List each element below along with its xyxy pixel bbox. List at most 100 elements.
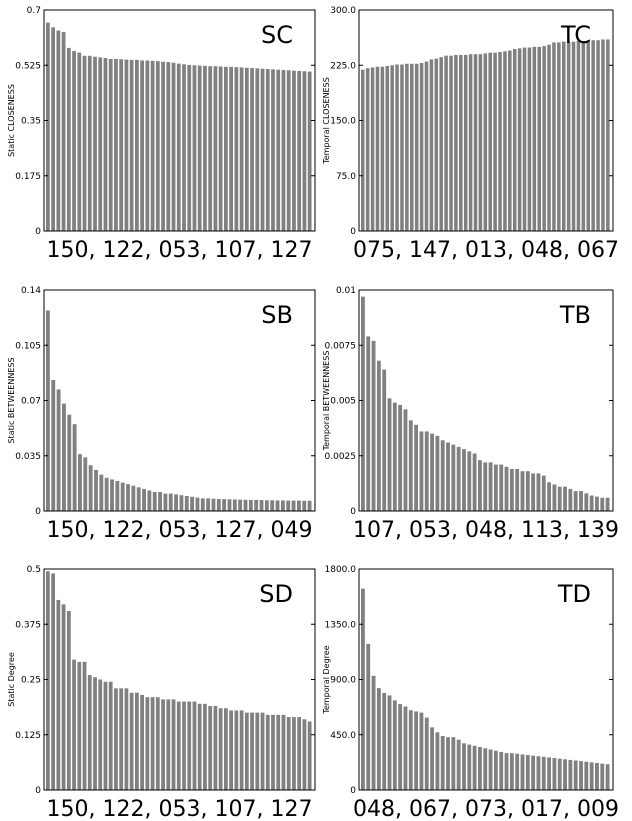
chart-sc-xlabel: 150, 122, 053, 107, 127 bbox=[47, 238, 313, 263]
chart-td-bar bbox=[557, 758, 562, 790]
chart-sb-bar bbox=[104, 477, 109, 511]
chart-sd-corner-label: SD bbox=[259, 580, 293, 608]
chart-tb-ylabel: Temporal BETWEENNESS bbox=[322, 351, 331, 452]
chart-td-bar bbox=[392, 700, 397, 790]
chart-sc-bar bbox=[197, 65, 202, 231]
chart-sd-bar bbox=[145, 697, 150, 790]
chart-sc-bar bbox=[119, 59, 124, 231]
chart-sd-bar bbox=[208, 706, 213, 790]
chart-td-bar bbox=[376, 688, 381, 790]
chart-td-bar bbox=[403, 706, 408, 790]
chart-sc-bar bbox=[77, 52, 82, 232]
chart-td-bar bbox=[424, 717, 429, 790]
chart-tb-ytick-label: 0.01 bbox=[336, 286, 356, 296]
chart-sc-bar bbox=[82, 55, 87, 231]
chart-sd-bar bbox=[292, 717, 296, 790]
chart-tc-bar bbox=[498, 51, 502, 231]
chart-tc-bar bbox=[542, 46, 546, 231]
chart-td-bar bbox=[509, 753, 514, 790]
chart-sc-bar bbox=[124, 59, 129, 231]
chart-sb-bar bbox=[99, 474, 104, 511]
chart-sc-bar bbox=[87, 55, 92, 231]
chart-sd-bar bbox=[124, 688, 129, 790]
chart-sc-bar bbox=[129, 59, 134, 231]
chart-tc-ytick-label: 300.0 bbox=[330, 6, 356, 16]
chart-sd-bar bbox=[255, 712, 260, 790]
chart-tb-corner-label: TB bbox=[559, 301, 591, 329]
chart-sd-bar bbox=[150, 697, 155, 790]
chart-sb-bar bbox=[174, 494, 178, 511]
chart-sc-bar bbox=[140, 60, 145, 232]
chart-sb-bar bbox=[131, 485, 136, 511]
chart-sd-ytick-label: 0.375 bbox=[15, 620, 41, 630]
chart-tb-bar bbox=[451, 444, 456, 511]
chart-sd-bar bbox=[297, 717, 302, 790]
chart-tc-bar bbox=[547, 44, 551, 232]
chart-td-bar bbox=[584, 761, 589, 790]
chart-sb-bar bbox=[264, 500, 269, 511]
chart-tb-bar bbox=[552, 484, 557, 511]
chart-sb-bar bbox=[216, 499, 221, 511]
chart-tc-bar bbox=[419, 63, 424, 231]
chart-sc-ytick-label: 0.525 bbox=[15, 61, 41, 71]
chart-td-bar bbox=[531, 755, 536, 790]
chart-tc-bar bbox=[601, 39, 605, 231]
chart-td-bar bbox=[456, 739, 461, 790]
chart-sc-bar bbox=[171, 62, 176, 231]
chart-sc-bar bbox=[297, 70, 302, 232]
chart-sb-bar bbox=[78, 454, 82, 511]
chart-sc-bar bbox=[244, 67, 249, 231]
chart-sd-bar bbox=[114, 688, 118, 790]
chart-td-bar bbox=[568, 759, 573, 790]
chart-tb-bar bbox=[573, 491, 578, 511]
chart-td-bar bbox=[446, 737, 450, 790]
chart-sd-bar bbox=[129, 692, 134, 790]
chart-sb-bar bbox=[275, 500, 280, 511]
chart-td-bar bbox=[467, 744, 472, 790]
chart-tc-bar bbox=[463, 54, 468, 231]
chart-sb-bar bbox=[222, 499, 227, 511]
chart-td-bar bbox=[366, 643, 371, 790]
chart-td-bar bbox=[472, 745, 477, 790]
chart-sd-bar bbox=[171, 699, 176, 790]
chart-tc-bar bbox=[390, 65, 394, 231]
chart-tb-bar bbox=[446, 442, 450, 511]
chart-td-bar bbox=[515, 753, 520, 790]
chart-tb-bar bbox=[600, 497, 605, 511]
chart-sb-bar bbox=[243, 499, 248, 511]
chart-sb-bar bbox=[152, 492, 157, 511]
chart-td-bar bbox=[605, 764, 610, 790]
chart-td-bar bbox=[493, 750, 498, 790]
chart-tc-ytick-label: 0 bbox=[350, 227, 356, 237]
chart-sd-bar bbox=[56, 599, 61, 790]
chart-sb-bar bbox=[88, 465, 93, 511]
chart-tc-bar bbox=[591, 40, 595, 232]
chart-tb-bar bbox=[387, 398, 392, 511]
chart-tb-bar bbox=[414, 424, 419, 511]
chart-sb-bar bbox=[83, 457, 88, 511]
chart-sc-bar bbox=[250, 68, 254, 231]
chart-sb-xlabel: 150, 122, 053, 127, 049 bbox=[47, 518, 313, 543]
chart-tc-bar bbox=[566, 41, 571, 232]
chart-sb-ytick-label: 0.105 bbox=[15, 341, 41, 351]
chart-tc-bar bbox=[405, 63, 409, 231]
chart-tb-bar bbox=[579, 491, 583, 511]
chart-td-bar bbox=[408, 710, 413, 790]
chart-td-bar bbox=[488, 749, 493, 790]
chart-sd-bar bbox=[286, 717, 291, 790]
chart-sb-bar bbox=[184, 496, 189, 511]
chart-sb-bar bbox=[270, 500, 275, 511]
chart-sb-bar bbox=[291, 500, 296, 511]
chart-sc-bar bbox=[203, 65, 207, 231]
chart-tc-bar bbox=[561, 41, 566, 232]
chart-sd-bar bbox=[72, 659, 76, 790]
chart-tc-bar bbox=[512, 49, 517, 231]
chart-sb-bar bbox=[147, 490, 152, 511]
chart-sd-bar bbox=[307, 721, 312, 790]
chart-sd-bar bbox=[176, 701, 181, 790]
chart-tb-bar bbox=[462, 449, 466, 511]
chart-sb-corner-label: SB bbox=[261, 301, 293, 329]
chart-sc-bar bbox=[307, 71, 312, 231]
chart-td-bar bbox=[419, 712, 424, 790]
chart-sb-bar bbox=[259, 500, 264, 511]
